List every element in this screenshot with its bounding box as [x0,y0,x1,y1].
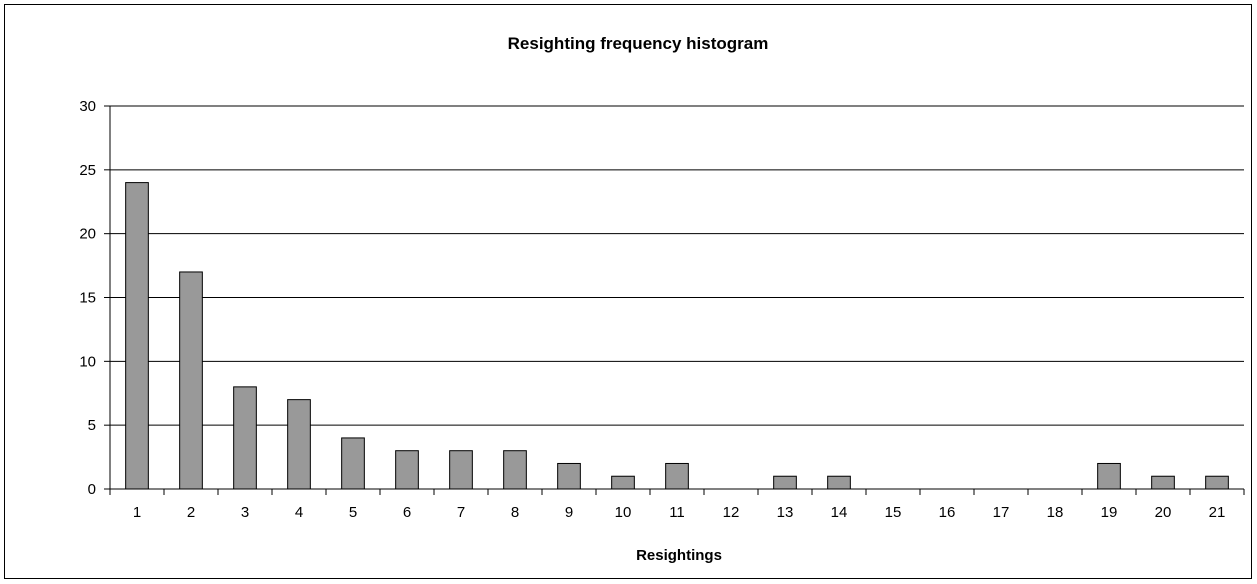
bar-6 [395,450,419,490]
x-tick-label: 7 [457,504,465,521]
y-tick-label: 5 [88,417,96,434]
y-tick-labels: 0 5 10 15 20 25 30 [79,98,96,498]
x-tick-label: 19 [1101,504,1118,521]
x-tick-label: 8 [511,504,519,521]
x-tick-label: 9 [565,504,573,521]
bar-21 [1205,475,1229,490]
axes [104,105,1245,495]
bar-19 [1097,462,1121,490]
x-tick-label: 13 [777,504,794,521]
y-tick-label: 20 [79,226,96,243]
x-tick-label: 16 [939,504,956,521]
bar-4 [287,399,311,490]
x-tick-label: 5 [349,504,357,521]
bar-7 [449,450,473,490]
bar-2 [179,271,203,490]
gridlines [110,105,1244,426]
y-tick-label: 25 [79,162,96,179]
x-tick-label: 14 [831,504,848,521]
x-tick-label: 1 [133,504,141,521]
x-tick-label: 6 [403,504,411,521]
x-tick-label: 21 [1209,504,1226,521]
bar-8 [503,450,527,490]
y-tick-label: 15 [79,290,96,307]
bar-20 [1151,475,1175,490]
bar-5 [341,437,365,490]
x-tick-label: 20 [1155,504,1172,521]
x-tick-label: 3 [241,504,249,521]
x-tick-label: 11 [669,504,685,521]
bar-11 [665,462,689,490]
x-tick-label: 10 [615,504,632,521]
bar-1 [125,182,149,490]
x-tick-label: 18 [1047,504,1064,521]
bar-14 [827,475,851,490]
bar-3 [233,386,257,490]
x-tick-label: 12 [723,504,740,521]
y-tick-label: 0 [88,481,96,498]
x-axis-title: Resightings [636,547,722,564]
x-tick-label: 2 [187,504,195,521]
bar-9 [557,462,581,490]
bar-10 [611,475,635,490]
x-tick-labels: 1 2 3 4 5 6 7 8 9 10 11 12 13 14 15 16 17 18 19 20 21 [133,504,1226,521]
x-tick-label: 17 [993,504,1010,521]
y-tick-label: 10 [79,353,96,370]
x-tick-label: 4 [295,504,303,521]
y-tick-label: 30 [79,98,96,115]
bars [125,182,1229,490]
chart-title: Resighting frequency histogram [508,34,769,53]
bar-13 [773,475,797,490]
x-tick-label: 15 [885,504,902,521]
